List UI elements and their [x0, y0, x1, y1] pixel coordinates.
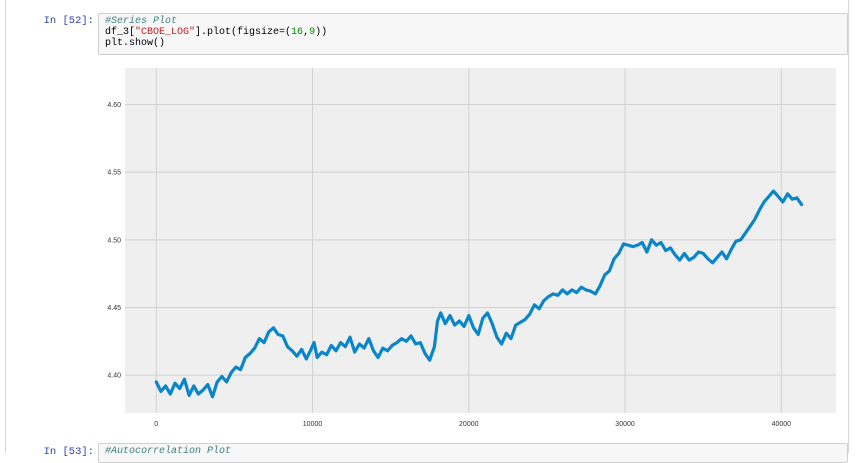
- x-tick-label: 40000: [772, 421, 792, 428]
- cell-output: 0 10000 20000 30000 40000 4.40 4.45 4.50 4.55 4.6…: [98, 62, 848, 437]
- plot-area: [125, 68, 836, 413]
- notebook-left-border: [5, 0, 6, 453]
- code-cell-input[interactable]: #Series Plot df_3["CBOE_LOG"].plot(figsi…: [98, 13, 848, 55]
- notebook-right-border: [848, 0, 849, 453]
- y-tick-label: 4.50: [107, 237, 121, 244]
- y-tick-label: 4.40: [107, 373, 121, 380]
- x-tick-label: 20000: [459, 421, 479, 428]
- code-token: )): [315, 27, 328, 38]
- code-comment: #Autocorrelation Plot: [105, 446, 232, 457]
- code-number: 9: [309, 27, 316, 38]
- cell-prompt: In [53]:: [43, 446, 94, 458]
- code-number: 16: [291, 27, 304, 38]
- x-tick-label: 30000: [615, 421, 635, 428]
- code-line-1: #Series Plot: [105, 16, 841, 27]
- code-string: "CBOE_LOG": [135, 27, 196, 38]
- code-line-2: df_3["CBOE_LOG"].plot(figsize=(16,9)): [105, 27, 841, 38]
- code-token: plt.show(): [105, 38, 166, 49]
- series-line-chart: 0 10000 20000 30000 40000 4.40 4.45 4.50 4.55 4.6…: [107, 68, 836, 428]
- notebook: In [52]: #Series Plot df_3["CBOE_LOG"].p…: [5, 0, 849, 463]
- code-token: ].plot(figsize=(: [195, 27, 292, 38]
- code-comment: #Series Plot: [105, 16, 178, 27]
- code-cell-input[interactable]: #Autocorrelation Plot: [98, 443, 848, 463]
- y-tick-label: 4.55: [107, 170, 121, 177]
- x-tick-label: 0: [154, 421, 158, 428]
- cell-prompt: In [52]:: [43, 15, 94, 27]
- code-token: ,: [303, 27, 310, 38]
- code-line-1: #Autocorrelation Plot: [105, 446, 841, 457]
- x-tick-label: 10000: [303, 421, 323, 428]
- y-tick-label: 4.60: [107, 102, 121, 109]
- code-token: df_3[: [105, 27, 136, 38]
- y-tick-label: 4.45: [107, 305, 121, 312]
- code-line-3: plt.show(): [105, 38, 841, 49]
- series-line: [154, 189, 804, 399]
